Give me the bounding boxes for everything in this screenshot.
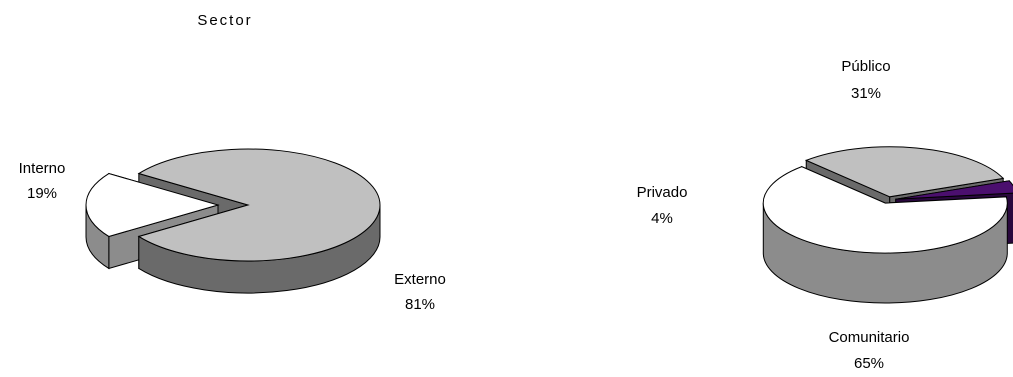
slice-label-interno: Interno	[19, 160, 66, 177]
slice-value-comunitario: 65%	[854, 355, 884, 372]
slice-value-externo: 81%	[405, 296, 435, 313]
slice-público	[804, 146, 1005, 198]
slice-label-externo: Externo	[394, 271, 446, 288]
slice-comunitario	[762, 166, 1008, 254]
slice-label-publico: Público	[841, 58, 890, 75]
slice-value-publico: 31%	[851, 85, 881, 102]
chart-title: Sector	[197, 12, 252, 29]
slice-externo	[137, 148, 381, 262]
pie-chart-sector	[85, 148, 381, 294]
pie-chart-type	[762, 146, 1013, 304]
slice-label-privado: Privado	[637, 184, 688, 201]
slice-value-privado: 4%	[651, 210, 673, 227]
slice-interno	[85, 172, 220, 238]
slice-privado	[895, 180, 1013, 200]
slice-value-interno: 19%	[27, 185, 57, 202]
slice-label-comunitario: Comunitario	[829, 329, 910, 346]
